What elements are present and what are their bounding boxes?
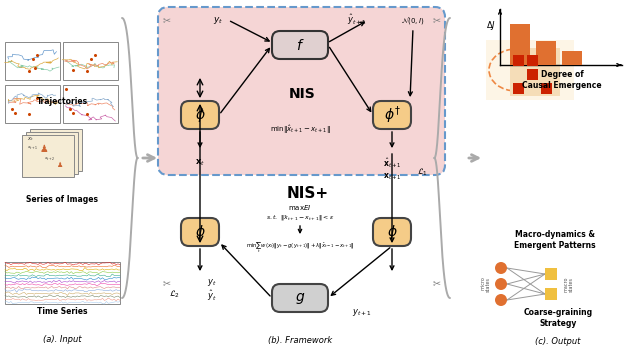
Text: (a). Input: (a). Input — [43, 335, 81, 345]
Text: $\mathcal{L}_2$: $\mathcal{L}_2$ — [170, 288, 180, 300]
FancyBboxPatch shape — [26, 132, 78, 174]
FancyBboxPatch shape — [373, 218, 411, 246]
Text: ✂: ✂ — [433, 278, 441, 288]
Text: $y_t$: $y_t$ — [213, 15, 223, 25]
Text: $x_{t+2}$: $x_{t+2}$ — [44, 156, 55, 163]
Text: $y_{t+1}$: $y_{t+1}$ — [352, 308, 372, 318]
Text: $\phi$: $\phi$ — [387, 223, 397, 241]
Text: ♟: ♟ — [57, 162, 63, 168]
Text: $\phi$: $\phi$ — [195, 223, 205, 241]
Bar — [513, 83, 524, 94]
Bar — [545, 268, 557, 280]
FancyBboxPatch shape — [5, 85, 60, 123]
Bar — [510, 24, 530, 65]
Text: Trajectories: Trajectories — [36, 97, 88, 106]
Text: ✂: ✂ — [163, 278, 171, 288]
Text: $\phi^{\dagger}$: $\phi^{\dagger}$ — [383, 104, 401, 126]
FancyBboxPatch shape — [30, 129, 82, 171]
Text: $\mathbf{x}_{t+1}$: $\mathbf{x}_{t+1}$ — [383, 172, 401, 182]
Text: $\phi$: $\phi$ — [195, 106, 205, 124]
Text: NIS: NIS — [289, 87, 316, 101]
FancyBboxPatch shape — [272, 284, 328, 312]
Bar — [527, 55, 538, 66]
Text: $x_t$: $x_t$ — [27, 135, 34, 143]
Text: Macro-dynamics &
Emergent Patterns: Macro-dynamics & Emergent Patterns — [514, 230, 596, 250]
Text: Time Series: Time Series — [36, 308, 87, 316]
FancyBboxPatch shape — [63, 85, 118, 123]
FancyBboxPatch shape — [272, 31, 328, 59]
Text: $s.t.\ \|\hat{x}_{t+1}-x_{t+1}\| < \epsilon$: $s.t.\ \|\hat{x}_{t+1}-x_{t+1}\| < \epsi… — [266, 213, 334, 223]
FancyBboxPatch shape — [486, 40, 574, 100]
FancyBboxPatch shape — [22, 135, 74, 177]
Text: $\min\|\hat{x}_{t+1}-x_{t+1}\|$: $\min\|\hat{x}_{t+1}-x_{t+1}\|$ — [269, 124, 330, 136]
Circle shape — [495, 262, 507, 274]
Text: (c). Output: (c). Output — [535, 337, 580, 346]
Circle shape — [495, 294, 507, 306]
Text: $\max EI$: $\max EI$ — [288, 204, 312, 213]
Text: Degree of
Causal Emergence: Degree of Causal Emergence — [522, 70, 602, 90]
Bar — [536, 41, 556, 65]
FancyBboxPatch shape — [5, 262, 120, 304]
Text: $\hat{y}_t$: $\hat{y}_t$ — [207, 289, 217, 303]
Text: ♟: ♟ — [40, 144, 49, 154]
Bar — [541, 83, 552, 94]
FancyBboxPatch shape — [5, 42, 60, 80]
Text: $\hat{\mathbf{x}}_{t+1}$: $\hat{\mathbf{x}}_{t+1}$ — [383, 156, 401, 170]
Text: Series of Images: Series of Images — [26, 196, 98, 205]
FancyBboxPatch shape — [373, 101, 411, 129]
Text: $f$: $f$ — [296, 38, 305, 53]
Bar — [527, 69, 538, 80]
Text: $x_{t+1}$: $x_{t+1}$ — [27, 145, 38, 152]
Bar — [562, 50, 582, 65]
FancyBboxPatch shape — [63, 42, 118, 80]
Text: $\hat{y}_{t+1}$: $\hat{y}_{t+1}$ — [347, 13, 367, 27]
Bar — [513, 55, 524, 66]
Text: $\mathcal{L}_1$: $\mathcal{L}_1$ — [417, 166, 429, 178]
Text: $g$: $g$ — [295, 291, 305, 306]
Text: $\mathcal{N}(0,I)$: $\mathcal{N}(0,I)$ — [401, 15, 425, 25]
FancyBboxPatch shape — [181, 101, 219, 129]
Text: Coarse-graining
Strategy: Coarse-graining Strategy — [524, 308, 593, 328]
Text: $\min \sum_t w(x_t)\|y_t - g(y_{t+1})\| + \lambda\|\hat{x}_{t-1}-x_{t+1}\|$: $\min \sum_t w(x_t)\|y_t - g(y_{t+1})\| … — [246, 240, 355, 255]
Text: ✂: ✂ — [163, 15, 171, 25]
Circle shape — [495, 278, 507, 290]
Text: NIS+: NIS+ — [287, 185, 329, 200]
Text: micro
states: micro states — [480, 277, 491, 292]
Text: ✂: ✂ — [433, 15, 441, 25]
Text: $y_t$: $y_t$ — [207, 277, 217, 288]
FancyBboxPatch shape — [158, 7, 445, 175]
FancyBboxPatch shape — [181, 218, 219, 246]
Text: macro
states: macro states — [563, 276, 574, 292]
Text: $\mathbf{x}_t$: $\mathbf{x}_t$ — [195, 158, 205, 168]
Text: (b). Framework: (b). Framework — [268, 337, 332, 346]
FancyBboxPatch shape — [510, 48, 560, 96]
Text: $\Delta J$: $\Delta J$ — [486, 19, 496, 32]
Bar — [545, 288, 557, 300]
